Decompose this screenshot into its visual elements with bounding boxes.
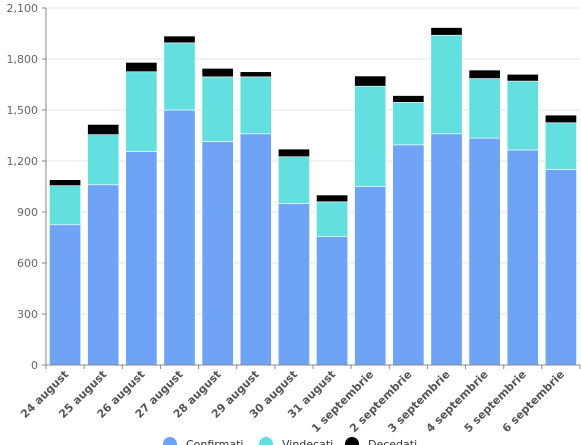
- bar-vindecati[interactable]: [544, 122, 577, 170]
- legend-marker-vindecati[interactable]: [259, 437, 273, 445]
- bar-confirmati[interactable]: [430, 133, 463, 366]
- bar-decedati[interactable]: [49, 179, 82, 186]
- legend[interactable]: Confirmati Vindecati Decedati: [163, 437, 417, 445]
- bar-confirmati[interactable]: [87, 184, 120, 366]
- bar-confirmati[interactable]: [49, 224, 82, 366]
- bar-decedati[interactable]: [277, 148, 310, 158]
- bar-decedati[interactable]: [544, 114, 577, 124]
- bar-vindecati[interactable]: [49, 185, 82, 226]
- bar-decedati[interactable]: [239, 71, 272, 78]
- y-axis-ticks: 0 300 600 900 1,200 1,500 1,800 2,100: [7, 2, 46, 372]
- y-tick-label: 2,100: [7, 2, 39, 15]
- bar-vindecati[interactable]: [277, 156, 310, 204]
- bar-decedati[interactable]: [316, 194, 349, 203]
- bar-decedati[interactable]: [87, 124, 120, 135]
- bar-confirmati[interactable]: [239, 133, 272, 366]
- bar-vindecati[interactable]: [316, 201, 349, 237]
- bar-vindecati[interactable]: [87, 134, 120, 186]
- legend-label-vindecati[interactable]: Vindecati: [282, 438, 333, 445]
- bars: [49, 27, 577, 366]
- legend-label-decedati[interactable]: Decedati: [368, 438, 417, 445]
- bar-decedati[interactable]: [468, 69, 501, 79]
- y-tick-label: 900: [17, 206, 38, 219]
- bar-confirmati[interactable]: [125, 151, 158, 366]
- bar-decedati[interactable]: [354, 75, 387, 87]
- legend-marker-decedati[interactable]: [345, 437, 359, 445]
- bar-confirmati[interactable]: [544, 169, 577, 366]
- bar-confirmati[interactable]: [392, 144, 425, 366]
- bar-confirmati[interactable]: [354, 186, 387, 366]
- bar-decedati[interactable]: [392, 95, 425, 103]
- bar-vindecati[interactable]: [125, 71, 158, 152]
- bar-confirmati[interactable]: [163, 109, 196, 366]
- bar-vindecati[interactable]: [392, 102, 425, 146]
- y-tick-label: 0: [31, 359, 38, 372]
- bar-confirmati[interactable]: [201, 141, 234, 366]
- bar-decedati[interactable]: [430, 27, 463, 36]
- bar-decedati[interactable]: [506, 74, 539, 82]
- bar-vindecati[interactable]: [430, 34, 463, 135]
- bar-vindecati[interactable]: [201, 76, 234, 142]
- bar-confirmati[interactable]: [506, 149, 539, 366]
- legend-label-confirmati[interactable]: Confirmati: [186, 438, 243, 445]
- bar-confirmati[interactable]: [277, 203, 310, 366]
- bar-decedati[interactable]: [125, 62, 158, 73]
- y-tick-label: 300: [17, 308, 38, 321]
- bar-vindecati[interactable]: [468, 78, 501, 139]
- bar-vindecati[interactable]: [506, 80, 539, 151]
- bar-vindecati[interactable]: [163, 42, 196, 111]
- y-tick-label: 1,800: [7, 53, 39, 66]
- y-tick-label: 1,500: [7, 104, 39, 117]
- bar-confirmati[interactable]: [316, 236, 349, 366]
- bar-confirmati[interactable]: [468, 137, 501, 366]
- y-tick-label: 600: [17, 257, 38, 270]
- bar-vindecati[interactable]: [239, 76, 272, 135]
- legend-marker-confirmati[interactable]: [163, 437, 177, 445]
- y-tick-label: 1,200: [7, 155, 39, 168]
- bar-decedati[interactable]: [201, 68, 234, 78]
- bar-vindecati[interactable]: [354, 85, 387, 187]
- bar-decedati[interactable]: [163, 35, 196, 44]
